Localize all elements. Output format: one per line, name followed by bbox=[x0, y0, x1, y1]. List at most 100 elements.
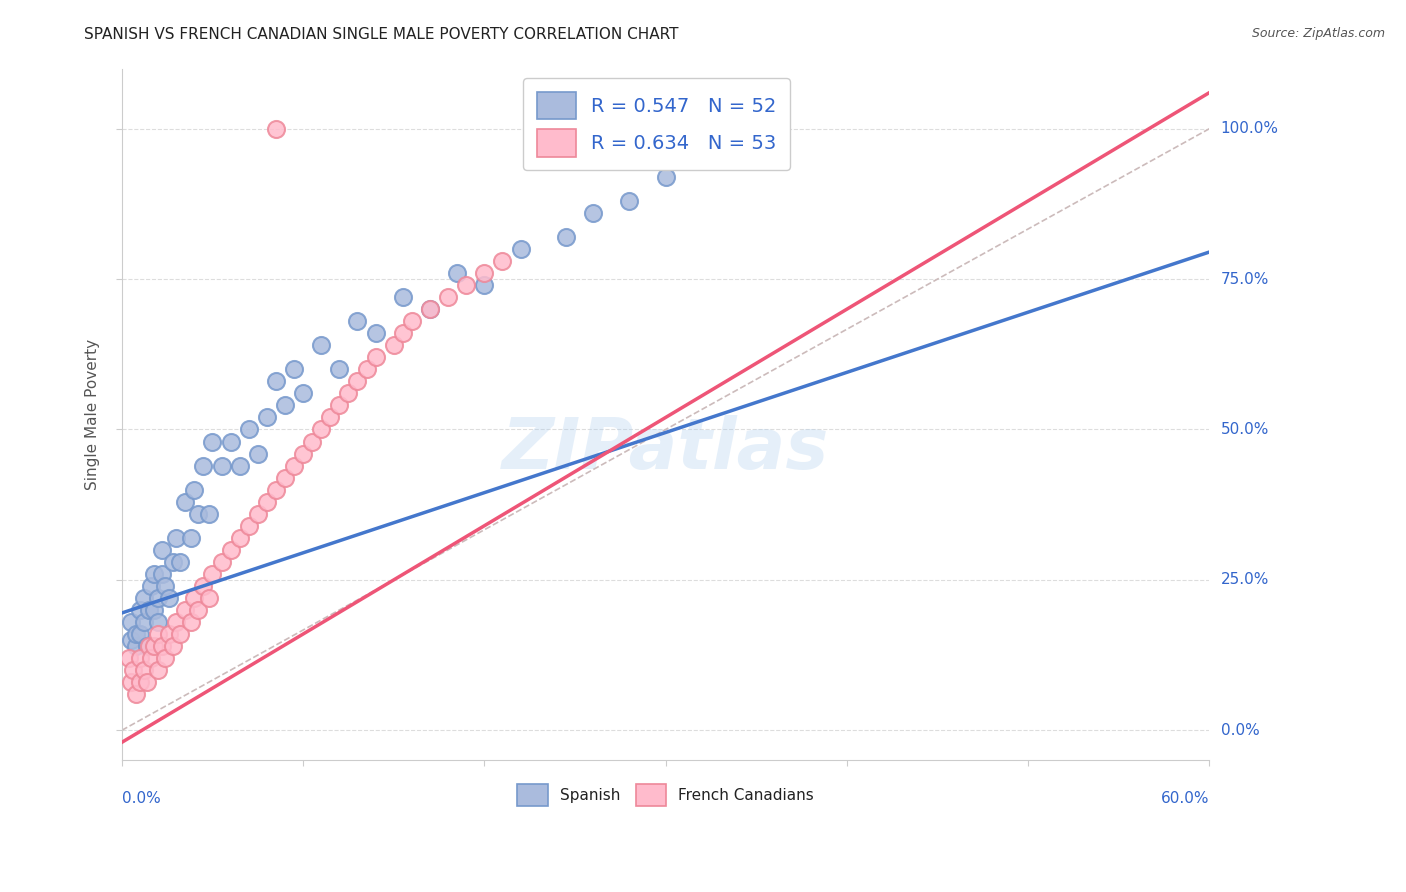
Text: 100.0%: 100.0% bbox=[1220, 121, 1278, 136]
Point bbox=[146, 615, 169, 629]
Point bbox=[120, 675, 142, 690]
Point bbox=[136, 675, 159, 690]
Point bbox=[138, 603, 160, 617]
Point bbox=[129, 651, 152, 665]
Text: 50.0%: 50.0% bbox=[1220, 422, 1268, 437]
Point bbox=[132, 591, 155, 605]
Point bbox=[309, 338, 332, 352]
Point bbox=[619, 194, 641, 208]
Point bbox=[201, 434, 224, 449]
Point bbox=[120, 615, 142, 629]
Point bbox=[346, 314, 368, 328]
Point bbox=[356, 362, 378, 376]
Point bbox=[346, 375, 368, 389]
Point bbox=[246, 446, 269, 460]
Point bbox=[155, 579, 177, 593]
Point bbox=[401, 314, 423, 328]
Point bbox=[150, 639, 173, 653]
Point bbox=[162, 555, 184, 569]
Point bbox=[319, 410, 342, 425]
Point bbox=[555, 230, 578, 244]
Point bbox=[419, 302, 441, 317]
Point bbox=[138, 639, 160, 653]
Point bbox=[509, 242, 531, 256]
Point bbox=[256, 494, 278, 508]
Point bbox=[419, 302, 441, 317]
Point bbox=[165, 615, 187, 629]
Point bbox=[139, 579, 162, 593]
Point bbox=[120, 633, 142, 648]
Point bbox=[187, 603, 209, 617]
Text: 0.0%: 0.0% bbox=[122, 791, 160, 806]
Point bbox=[446, 266, 468, 280]
Text: ZIPatlas: ZIPatlas bbox=[502, 415, 830, 483]
Point bbox=[211, 458, 233, 473]
Point bbox=[125, 627, 148, 641]
Point bbox=[328, 399, 350, 413]
Point bbox=[264, 483, 287, 497]
Point bbox=[129, 603, 152, 617]
Point bbox=[437, 290, 460, 304]
Point bbox=[456, 278, 478, 293]
Point bbox=[150, 566, 173, 581]
Point bbox=[125, 687, 148, 701]
Point bbox=[228, 531, 250, 545]
Point bbox=[198, 591, 221, 605]
Point bbox=[193, 458, 215, 473]
Point bbox=[391, 290, 413, 304]
Point bbox=[491, 254, 513, 268]
Point bbox=[157, 591, 180, 605]
Point bbox=[146, 627, 169, 641]
Point bbox=[211, 555, 233, 569]
Point bbox=[238, 518, 260, 533]
Point bbox=[132, 615, 155, 629]
Point bbox=[246, 507, 269, 521]
Point bbox=[132, 663, 155, 677]
Point bbox=[187, 507, 209, 521]
Point bbox=[165, 531, 187, 545]
Point bbox=[472, 278, 495, 293]
Point bbox=[301, 434, 323, 449]
Point bbox=[238, 422, 260, 436]
Text: Source: ZipAtlas.com: Source: ZipAtlas.com bbox=[1251, 27, 1385, 40]
Text: SPANISH VS FRENCH CANADIAN SINGLE MALE POVERTY CORRELATION CHART: SPANISH VS FRENCH CANADIAN SINGLE MALE P… bbox=[84, 27, 679, 42]
Point bbox=[328, 362, 350, 376]
Point bbox=[274, 470, 297, 484]
Point bbox=[391, 326, 413, 341]
Point bbox=[129, 627, 152, 641]
Point bbox=[162, 639, 184, 653]
Point bbox=[183, 483, 205, 497]
Point bbox=[219, 542, 242, 557]
Point bbox=[274, 399, 297, 413]
Point bbox=[292, 386, 315, 401]
Point bbox=[143, 639, 166, 653]
Point bbox=[264, 121, 287, 136]
Point bbox=[364, 326, 387, 341]
Point bbox=[180, 615, 202, 629]
Point bbox=[337, 386, 360, 401]
Point bbox=[292, 446, 315, 460]
Point bbox=[129, 675, 152, 690]
Point bbox=[309, 422, 332, 436]
Point bbox=[264, 375, 287, 389]
Point bbox=[472, 266, 495, 280]
Point bbox=[654, 169, 676, 184]
Text: 60.0%: 60.0% bbox=[1161, 791, 1209, 806]
Point bbox=[169, 627, 191, 641]
Point bbox=[143, 566, 166, 581]
Point bbox=[125, 639, 148, 653]
Y-axis label: Single Male Poverty: Single Male Poverty bbox=[86, 339, 100, 490]
Point bbox=[157, 627, 180, 641]
Point bbox=[198, 507, 221, 521]
Legend: Spanish, French Canadians: Spanish, French Canadians bbox=[508, 775, 824, 815]
Point bbox=[183, 591, 205, 605]
Point bbox=[193, 579, 215, 593]
Point bbox=[219, 434, 242, 449]
Point bbox=[146, 663, 169, 677]
Point bbox=[364, 351, 387, 365]
Point bbox=[582, 206, 605, 220]
Point bbox=[136, 639, 159, 653]
Point bbox=[201, 566, 224, 581]
Point bbox=[143, 603, 166, 617]
Point bbox=[283, 362, 305, 376]
